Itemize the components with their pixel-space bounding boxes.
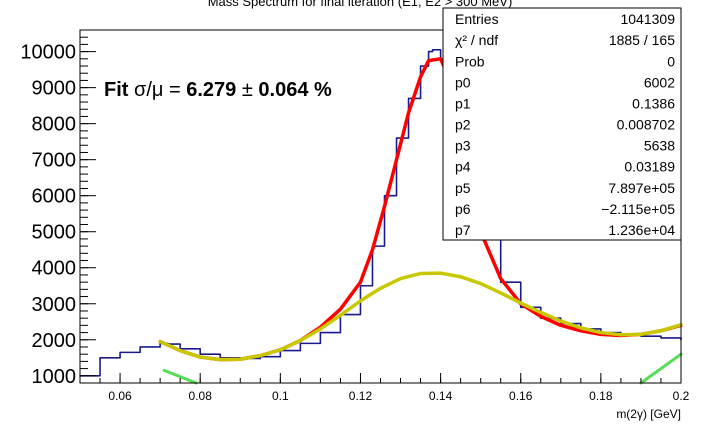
y-tick-label: 7000	[32, 150, 77, 172]
x-tick-label: 0.08	[189, 389, 213, 403]
y-tick-label: 6000	[32, 186, 77, 208]
stats-row-label: Entries	[455, 11, 499, 27]
x-tick-label: 0.16	[509, 389, 533, 403]
stats-row-label: χ² / ndf	[455, 32, 498, 48]
y-tick-label: 4000	[32, 258, 77, 280]
x-tick-label: 0.2	[673, 389, 690, 403]
stats-row-value: 1041309	[620, 11, 675, 27]
stats-row-value: −2.115e+05	[601, 201, 675, 217]
stats-row-value: 7.897e+05	[608, 180, 675, 196]
y-tick-label: 9000	[32, 78, 77, 100]
stats-row-label: p4	[455, 159, 471, 175]
y-tick-label: 1000	[32, 366, 77, 388]
stats-row-label: Prob	[455, 53, 485, 69]
y-tick-label: 2000	[32, 330, 77, 352]
y-tick-label: 5000	[32, 222, 77, 244]
y-tick-label: 3000	[32, 294, 77, 316]
series-background	[158, 271, 683, 362]
stats-row-value: 1885 / 165	[609, 32, 675, 48]
stats-row-label: p0	[455, 74, 471, 90]
x-axis-label: m(2γ) [GeV]	[616, 407, 681, 421]
stats-row-label: p7	[455, 222, 471, 238]
x-tick-label: 0.1	[272, 389, 289, 403]
stats-box-frame	[442, 7, 682, 241]
stats-row-label: p3	[455, 138, 471, 154]
fit-value: 6.279	[186, 79, 236, 101]
stats-rows: Entries 1041309 χ² / ndf 1885 / 165 Prob 0 p0 6…	[455, 11, 675, 238]
y-axis-ticks: 1000 2000 3000 4000 5000 6000 7000 8000 9000 1000…	[20, 36, 96, 388]
stats-row-value: 0	[667, 53, 675, 69]
stats-row-label: p5	[455, 180, 471, 196]
fit-pm: ±	[242, 79, 253, 101]
x-tick-label: 0.12	[349, 389, 373, 403]
curves-layer	[79, 49, 683, 385]
x-axis-ticks: 0.06 0.08 0.1 0.12 0.14 0.16 0.18 0.2	[79, 373, 690, 403]
stats-row-label: p6	[455, 201, 471, 217]
stats-row-value: 1.236e+04	[608, 222, 675, 238]
fit-symbol: σ/μ =	[134, 79, 181, 101]
stats-row-value: 0.03189	[624, 159, 675, 175]
stats-row-label: p2	[455, 117, 471, 133]
x-tick-label: 0.06	[108, 389, 132, 403]
fit-prefix: Fit	[104, 79, 129, 101]
series-side-left	[162, 368, 198, 385]
stats-row-label: p1	[455, 95, 471, 111]
x-tick-label: 0.14	[429, 389, 453, 403]
stats-row-value: 5638	[644, 138, 675, 154]
stats-row-value: 0.008702	[617, 117, 676, 133]
x-tick-label: 0.18	[589, 389, 613, 403]
y-tick-label: 8000	[32, 114, 77, 136]
stats-row-value: 6002	[644, 74, 675, 90]
series-side-right	[639, 352, 683, 385]
y-tick-label: 10000	[20, 42, 76, 64]
fit-error: 0.064 %	[258, 79, 332, 101]
stats-box: Entries 1041309 χ² / ndf 1885 / 165 Prob 0 p0 6…	[442, 7, 682, 241]
stats-row-value: 0.1386	[632, 95, 675, 111]
chart-title: Mass Spectrum for final iteration (E1, E…	[208, 0, 513, 9]
fit-annotation: Fit σ/μ = 6.279 ± 0.064 %	[104, 79, 332, 101]
